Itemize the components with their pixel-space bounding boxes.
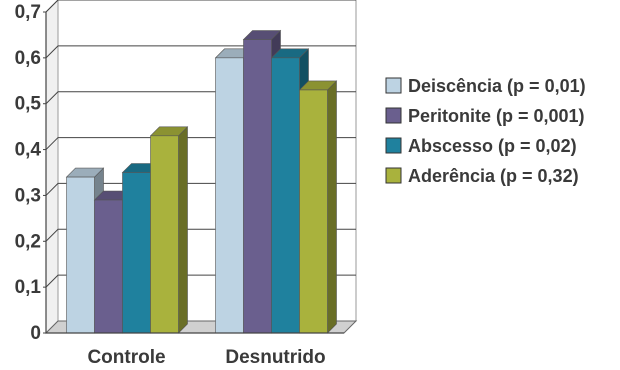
legend-swatch	[385, 137, 402, 154]
bar-front	[243, 39, 272, 334]
bar-front	[215, 57, 244, 334]
bar-side	[327, 80, 337, 334]
legend-item: Aderência (p = 0,32)	[385, 166, 579, 186]
legend-item: Abscesso (p = 0,02)	[385, 136, 577, 156]
legend-swatch	[385, 77, 402, 94]
legend-label: Aderência (p = 0,32)	[408, 166, 579, 186]
bar	[298, 80, 338, 334]
gridline	[45, 0, 356, 13]
bar	[149, 126, 189, 334]
x-tick-label: Controle	[87, 347, 165, 368]
legend-swatch	[385, 107, 402, 124]
y-tick-label: 0,3	[15, 185, 41, 206]
y-tick-label: 0,4	[15, 140, 42, 161]
bar-front	[150, 135, 179, 334]
y-tick-label: 0,7	[15, 2, 41, 23]
y-tick-label: 0,5	[15, 94, 42, 115]
legend-label: Deiscência (p = 0,01)	[408, 76, 586, 96]
bar-front	[122, 172, 151, 334]
y-tick-label: 0,6	[15, 48, 41, 69]
legend-label: Peritonite (p = 0,001)	[408, 106, 585, 126]
bar-front	[94, 199, 123, 334]
legend-swatch	[385, 167, 402, 184]
x-axis: Controle Desnutrido	[46, 332, 344, 368]
side-wall	[45, 0, 59, 335]
y-axis: 0 0,1 0,2 0,3 0,4 0,5 0,6 0,7	[15, 2, 47, 344]
y-tick-label: 0	[30, 323, 41, 344]
bar-front	[66, 176, 95, 334]
legend: Deiscência (p = 0,01) Peritonite (p = 0,0…	[385, 76, 586, 186]
y-tick-label: 0,1	[15, 277, 42, 298]
bar-front	[271, 57, 300, 334]
legend-item: Peritonite (p = 0,001)	[385, 106, 585, 126]
bar-side	[178, 126, 188, 334]
legend-item: Deiscência (p = 0,01)	[385, 76, 586, 96]
legend-label: Abscesso (p = 0,02)	[408, 136, 577, 156]
bars	[65, 29, 338, 334]
x-tick-label: Desnutrido	[225, 347, 325, 368]
bar-front	[299, 89, 328, 334]
y-tick-label: 0,2	[15, 231, 41, 252]
